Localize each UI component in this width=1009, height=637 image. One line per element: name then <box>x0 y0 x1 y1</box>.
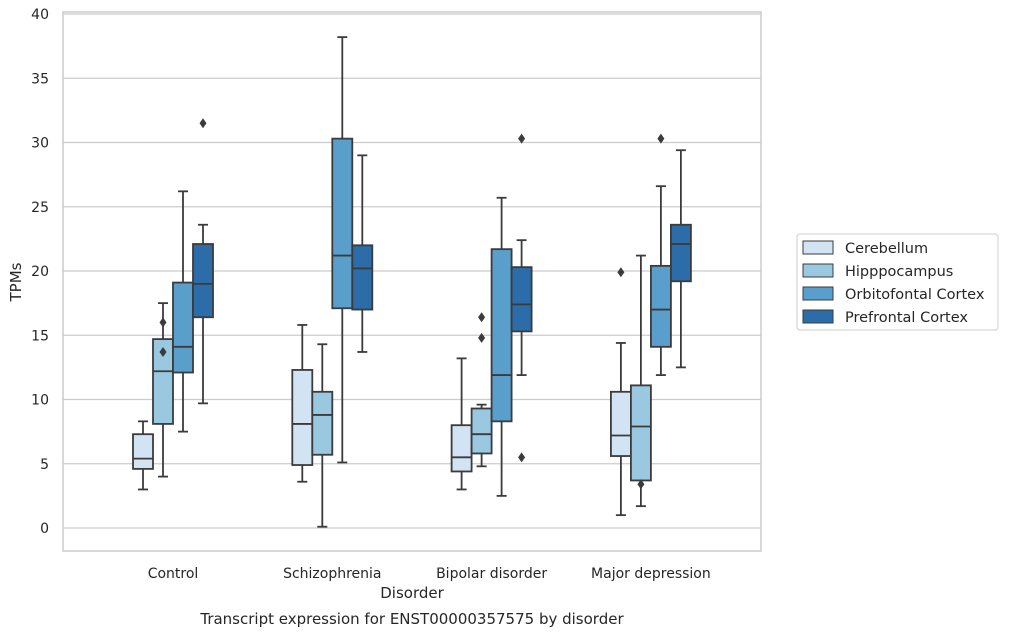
legend-swatch <box>802 263 834 278</box>
box-prefrontal-cortex-4 <box>670 149 692 369</box>
box-iqr <box>470 407 493 455</box>
box-hipppocampus-3 <box>470 312 493 468</box>
box-prefrontal-cortex-1 <box>192 118 214 405</box>
legend-label: Orbitofontal Cortex <box>845 287 985 303</box>
box-prefrontal-cortex-3 <box>510 133 533 463</box>
legend: Cerebellum Hipppocampus Orbitofontal Corte… <box>796 233 999 331</box>
box-orbitofontal-cortex-2 <box>331 36 354 464</box>
y-tick-label: 30 <box>31 136 49 152</box>
box-iqr <box>670 223 692 283</box>
box-iqr <box>650 264 672 348</box>
box-iqr <box>510 266 533 333</box>
box-iqr <box>450 424 473 473</box>
box-hipppocampus-1 <box>152 302 174 478</box>
legend-label: Prefrontal Cortex <box>845 310 968 326</box>
outlier-point <box>199 118 207 129</box>
y-tick-label: 40 <box>31 7 49 23</box>
legend-swatch <box>802 309 834 324</box>
box-cerebellum-4 <box>610 267 632 517</box>
box-iqr <box>630 384 652 482</box>
outlier-point <box>657 133 665 144</box>
legend-label: Cerebellum <box>845 241 928 257</box>
outlier-point <box>478 332 486 343</box>
box-prefrontal-cortex-2 <box>351 154 374 353</box>
box-iqr <box>152 338 174 425</box>
box-hipppocampus-2 <box>311 343 334 528</box>
y-tick-label: 5 <box>40 457 49 473</box>
box-iqr <box>192 243 214 319</box>
box-iqr <box>132 433 154 470</box>
box-hipppocampus-4 <box>630 254 652 508</box>
y-tick-label: 35 <box>31 71 49 87</box>
outlier-point <box>637 479 645 490</box>
box-orbitofontal-cortex-1 <box>172 190 194 433</box>
outlier-point <box>159 346 167 357</box>
x-tick-label: Control <box>148 566 199 582</box>
y-tick-label: 0 <box>40 521 49 537</box>
box-iqr <box>291 369 314 466</box>
outlier-point <box>617 267 625 278</box>
outlier-point <box>478 312 486 323</box>
y-tick-label: 15 <box>31 328 49 344</box>
y-tick-label: 25 <box>31 200 49 216</box>
plot-frame <box>62 11 762 552</box>
y-tick-labels: 0 5 10 15 20 25 30 35 40 <box>31 7 49 537</box>
legend-swatch <box>802 240 834 255</box>
y-tick-label: 20 <box>31 264 49 280</box>
y-axis-label: TPMs <box>7 262 25 302</box>
box-cerebellum-3 <box>450 357 473 491</box>
legend-swatch <box>802 286 834 301</box>
x-tick-label: Schizophrenia <box>283 566 381 582</box>
x-tick-label: Bipolar disorder <box>436 566 547 582</box>
x-tick-label: Major depression <box>591 566 711 582</box>
box-iqr <box>351 244 374 311</box>
x-tick-labels: Control Schizophrenia Bipolar disorder Majo… <box>148 566 711 582</box>
outlier-point <box>518 452 526 463</box>
box-orbitofontal-cortex-3 <box>490 196 513 497</box>
boxes <box>132 36 692 528</box>
box-iqr <box>331 137 354 310</box>
outlier-point <box>159 317 167 328</box>
chart-caption: Transcript expression for ENST0000035757… <box>199 610 624 628</box>
box-iqr <box>610 390 632 457</box>
y-tick-label: 10 <box>31 393 49 409</box>
legend-label: Hipppocampus <box>845 264 953 280</box>
outlier-point <box>518 133 526 144</box>
box-iqr <box>311 390 334 456</box>
legend-frame <box>796 233 999 331</box>
box-iqr <box>172 281 194 374</box>
box-orbitofontal-cortex-4 <box>650 133 672 376</box>
x-axis-label: Disorder <box>380 584 444 602</box>
box-iqr <box>490 248 513 423</box>
box-cerebellum-1 <box>132 420 154 491</box>
